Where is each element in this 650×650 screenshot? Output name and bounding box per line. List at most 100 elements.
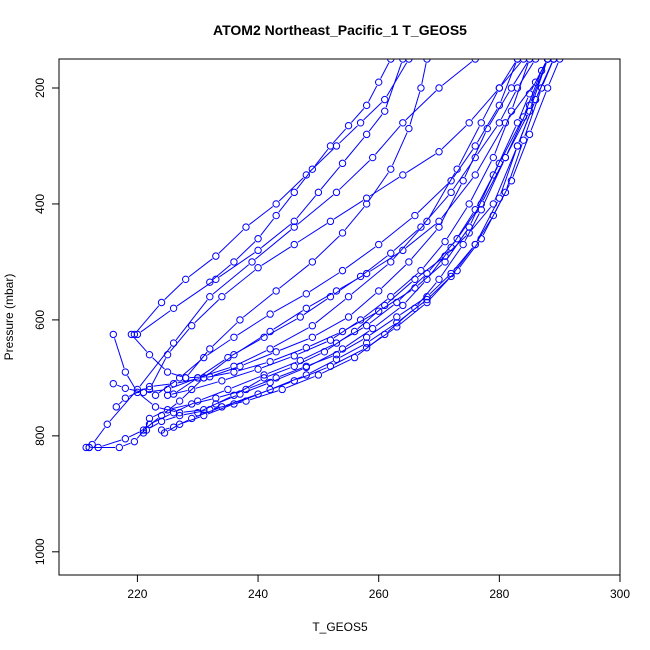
data-point [242, 223, 250, 231]
series-segment [176, 379, 195, 393]
data-point [272, 211, 280, 220]
data-point [495, 84, 504, 92]
data-point [362, 200, 371, 208]
data-point [513, 59, 522, 63]
series-segment [476, 166, 498, 207]
series-segment [297, 194, 334, 225]
series-segment [213, 367, 237, 376]
y-tick-label: 200 [33, 78, 47, 98]
series-segment [519, 62, 534, 85]
series-segment [399, 304, 425, 325]
data-point [393, 323, 401, 331]
data-point [435, 148, 443, 156]
series-segment [118, 400, 123, 405]
data-point [393, 298, 401, 307]
series-segment [123, 442, 131, 447]
data-point [387, 258, 395, 266]
data-point [447, 272, 455, 281]
data-point [290, 240, 298, 249]
series-segment [309, 272, 340, 292]
data-point [302, 290, 311, 298]
data-point [175, 408, 184, 417]
series-segment [237, 390, 267, 403]
data-point [175, 397, 184, 405]
series-segment [482, 91, 498, 120]
data-point [230, 400, 238, 408]
data-point [272, 287, 280, 295]
data-point [296, 313, 304, 321]
series-segment [476, 201, 498, 242]
data-point [519, 59, 528, 63]
data-point [254, 365, 262, 373]
series-segment [195, 398, 212, 404]
series-segment [506, 143, 523, 189]
data-point [417, 223, 425, 231]
data-point [441, 258, 449, 266]
series-segment [339, 344, 364, 358]
data-point [447, 243, 455, 252]
data-point [435, 223, 443, 231]
data-point [121, 394, 130, 402]
series-segment [136, 427, 148, 439]
data-point [212, 394, 220, 402]
series-segment [309, 350, 340, 366]
data-point [471, 206, 479, 214]
data-point [121, 435, 130, 443]
series-segment [344, 206, 365, 231]
data-point [290, 223, 298, 231]
data-point [393, 313, 401, 321]
data-point [332, 142, 341, 150]
series-segment [333, 199, 364, 220]
series-segment [128, 431, 140, 438]
data-point [272, 374, 280, 382]
data-point [266, 385, 274, 394]
series-segment [500, 149, 517, 195]
data-point [465, 200, 473, 208]
series-segment [423, 244, 443, 268]
data-point [254, 390, 262, 398]
series-segment [482, 161, 504, 201]
data-point [368, 324, 377, 333]
profile-series [85, 59, 552, 452]
series-segment [309, 332, 339, 347]
series-segment [212, 264, 250, 295]
data-point [477, 119, 485, 127]
profile-series [145, 59, 528, 394]
data-point [411, 304, 419, 312]
series-segment [249, 390, 279, 401]
data-point [362, 101, 371, 110]
series-segment [392, 132, 408, 166]
data-point [242, 385, 250, 394]
series-segment [350, 108, 365, 123]
series-segment [165, 416, 176, 421]
series-segment [380, 62, 390, 79]
x-tick-label: 220 [127, 587, 147, 601]
series-segment [297, 223, 328, 243]
data-point [188, 385, 196, 394]
data-point [423, 59, 431, 63]
series-segment [500, 91, 516, 120]
data-point [471, 142, 479, 150]
series-segment [393, 229, 419, 251]
data-point [513, 142, 522, 150]
series-segment [471, 90, 497, 120]
data-point [175, 420, 184, 428]
series-segment [368, 85, 378, 102]
series-segment [524, 91, 541, 137]
series-segment [453, 149, 474, 178]
data-point [332, 355, 341, 364]
profile-series [169, 59, 540, 398]
data-point [103, 420, 111, 428]
series-segment [500, 62, 517, 102]
series-segment [339, 125, 358, 144]
data-point [417, 84, 425, 92]
series-segment [201, 367, 231, 378]
series-segment [183, 416, 200, 424]
y-axis-label: Pressure (mbar) [2, 274, 16, 361]
data-point [200, 353, 208, 362]
data-point [356, 316, 365, 324]
data-point [308, 333, 317, 341]
data-point [236, 390, 244, 398]
data-point [151, 403, 160, 411]
data-point [471, 153, 479, 162]
